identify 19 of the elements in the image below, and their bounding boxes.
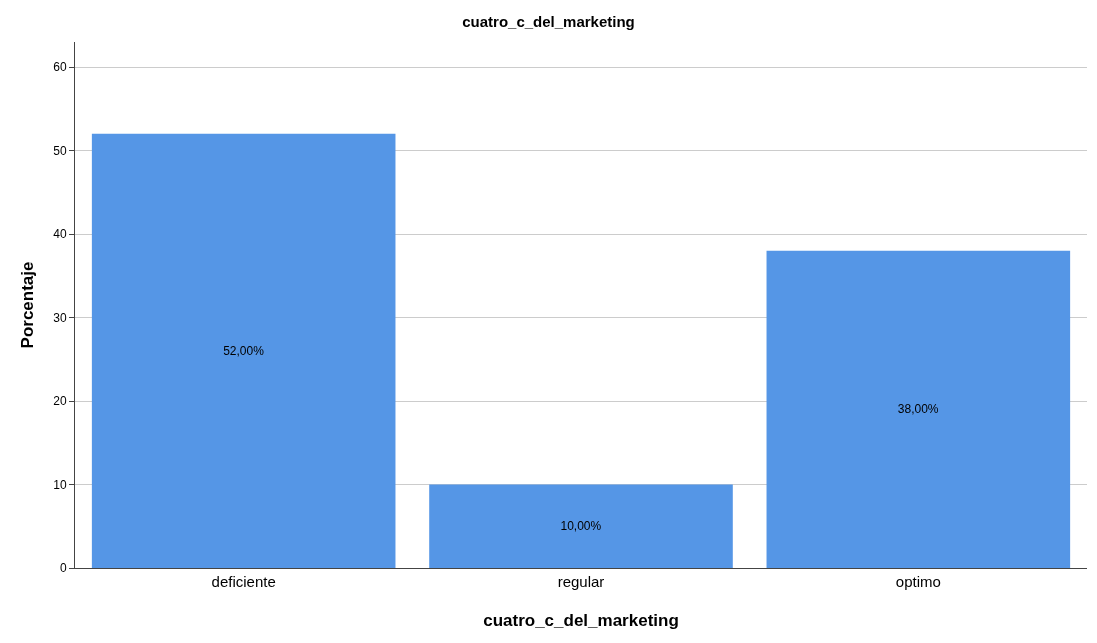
- y-tick-label: 50: [53, 143, 67, 158]
- data-label: 52,00%: [223, 343, 265, 358]
- y-tick-label: 10: [53, 477, 67, 492]
- bar: [766, 250, 1071, 568]
- x-axis-title: cuatro_c_del_marketing: [483, 611, 679, 631]
- y-tick-label: 0: [59, 561, 67, 576]
- y-tick-label: 30: [53, 310, 67, 325]
- x-tick-label: deficiente: [211, 573, 276, 590]
- x-tick-label: regular: [557, 573, 605, 590]
- data-label: 38,00%: [897, 402, 939, 417]
- x-tick-label: optimo: [895, 573, 941, 590]
- y-tick-label: 20: [53, 394, 67, 409]
- chart-title: cuatro_c_del_marketing: [462, 12, 635, 30]
- bar: [429, 484, 733, 568]
- y-tick-label: 40: [53, 227, 67, 242]
- y-axis-title: Porcentaje: [17, 261, 37, 349]
- y-tick-label: 60: [53, 60, 67, 75]
- bar: [91, 133, 396, 568]
- data-label: 10,00%: [560, 519, 602, 534]
